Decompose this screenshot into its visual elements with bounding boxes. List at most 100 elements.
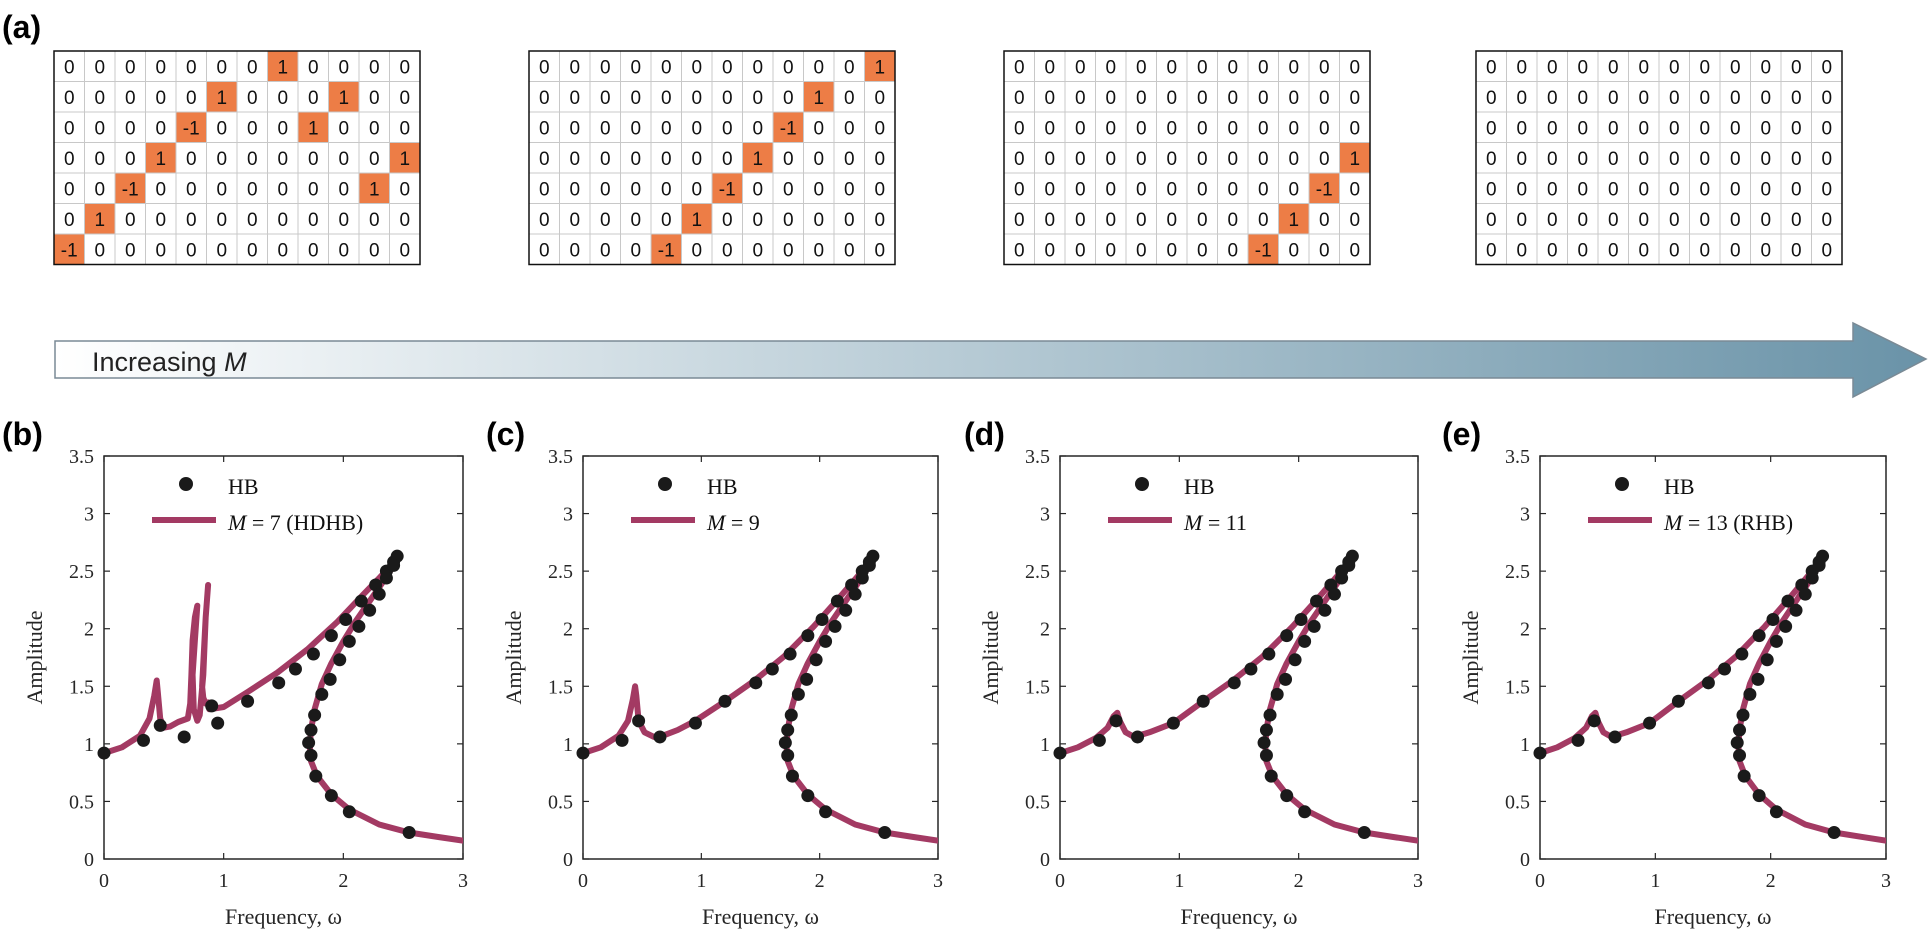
hb-point [1798, 587, 1812, 601]
hb-point [97, 746, 111, 760]
matrix-cell-value: 0 [1105, 179, 1116, 200]
hb-point [878, 826, 892, 840]
matrix-cell-value: 0 [752, 240, 763, 261]
matrix-cell-value: 0 [1197, 210, 1208, 231]
matrix-cell [1278, 172, 1310, 204]
matrix-cell-value: 0 [338, 118, 349, 139]
x-axis-label: Frequency, ω [225, 904, 342, 929]
matrix-cell-value: 0 [539, 240, 550, 261]
hb-point [576, 746, 590, 760]
legend-marker-hb [179, 477, 193, 491]
matrix-cell-value: 0 [1044, 149, 1055, 170]
matrix-cell-value: 0 [1288, 57, 1299, 78]
matrix-cell-value: 0 [844, 57, 855, 78]
matrix-cell [145, 81, 177, 113]
matrix-cell-value: 0 [1791, 57, 1802, 78]
matrix-cell-value: 0 [1516, 88, 1527, 109]
matrix-cell-value: 0 [1044, 240, 1055, 261]
matrix-cell-value: 0 [369, 118, 380, 139]
matrix-cell [1186, 81, 1218, 113]
matrix-cell [1780, 111, 1812, 143]
matrix-3: 0 0 0 0 0 0 0 0 0 0 0 00 0 0 0 0 0 0 0 0 0 0 00 0 0 0 0 0 0 0 0 0 0 00 0 0 0… [1003, 50, 1371, 266]
hb-point [1280, 789, 1294, 803]
matrix-cell [803, 203, 835, 235]
matrix-cell-value: 1 [399, 149, 410, 170]
hb-point [781, 748, 795, 762]
matrix-cell-value: 0 [1821, 179, 1832, 200]
matrix-cell-value: 0 [155, 88, 166, 109]
matrix-cell-value: 0 [125, 210, 136, 231]
hb-point [1671, 694, 1685, 708]
matrix-cell-value: 0 [1014, 240, 1025, 261]
matrix-cell-value: 0 [1227, 88, 1238, 109]
matrix-cell [53, 172, 85, 204]
hb-point [1587, 714, 1601, 728]
legend-label-line: M = 7 (HDHB) [227, 510, 363, 535]
matrix-cell-value: 0 [1669, 240, 1680, 261]
matrix-cell-value: 0 [569, 210, 580, 231]
plot-frame [103, 455, 464, 860]
matrix-cell-value: 0 [600, 179, 611, 200]
matrix-cell-value: 0 [1516, 240, 1527, 261]
matrix-cell-value: 0 [1288, 179, 1299, 200]
matrix-cell [1308, 233, 1340, 265]
matrix-cell-value: -1 [122, 179, 139, 200]
y-tick-label: 3 [1040, 504, 1050, 526]
hb-point [862, 558, 876, 572]
hb-point [342, 805, 356, 819]
matrix-cell [528, 233, 560, 265]
increasing-m-arrow: Increasing M [54, 321, 1928, 399]
matrix-cell [772, 142, 804, 174]
hb-point [653, 730, 667, 744]
matrix-cell-value: 0 [1547, 118, 1558, 139]
hb-point [688, 716, 702, 730]
hb-point [324, 789, 338, 803]
matrix-cell [175, 111, 207, 143]
matrix-cell-value: 0 [369, 240, 380, 261]
matrix-cell-value: 0 [338, 57, 349, 78]
matrix-cell [1780, 142, 1812, 174]
hb-point [1264, 769, 1278, 783]
matrix-cell-value: 0 [1075, 88, 1086, 109]
hb-point [1736, 708, 1750, 722]
y-tick-label: 3.5 [1505, 446, 1530, 468]
matrix-cell-value: 0 [1136, 118, 1147, 139]
matrix-cell [864, 233, 896, 265]
hb-point [783, 647, 797, 661]
x-tick-label: 3 [458, 870, 468, 892]
matrix-cell [206, 172, 238, 204]
matrix-cell-value: 0 [722, 210, 733, 231]
matrix-cell [1628, 233, 1660, 265]
matrix-cell-value: 0 [216, 179, 227, 200]
matrix-cell [114, 172, 146, 204]
matrix-cell-value: 0 [1699, 57, 1710, 78]
y-tick-label: 3 [84, 504, 94, 526]
matrix-cell-value: 0 [1730, 210, 1741, 231]
y-tick-label: 2.5 [69, 561, 94, 583]
matrix-cell-value: 0 [64, 210, 75, 231]
matrix-cell [1095, 142, 1127, 174]
matrix-cell-value: 0 [1197, 118, 1208, 139]
matrix-cell [1567, 172, 1599, 204]
matrix-cell [803, 142, 835, 174]
matrix-cell-value: 0 [338, 179, 349, 200]
matrix-cell [589, 81, 621, 113]
matrix-cell [1750, 81, 1782, 113]
matrix-1: 0 0 0 0 0 0 0 1 0 0 0 00 0 0 0 0 1 0 0 0 1 0 00 0 0 0 -1 0 0 0 1 0 0 00 0 0… [53, 50, 421, 266]
matrix-cell-value: 0 [125, 149, 136, 170]
matrix-cell-value: 0 [844, 210, 855, 231]
hb-point [1166, 716, 1180, 730]
matrix-cell [358, 172, 390, 204]
matrix-cell [681, 172, 713, 204]
hb-point [1298, 634, 1312, 648]
panel-label-e: (e) [1442, 416, 1481, 452]
matrix-cell-value: 0 [186, 149, 197, 170]
chart-2: 0 1 2 3 0 0.5 1 1.5 2 2.5 3 3.5 Frequency, ω Amplitud… [501, 446, 943, 929]
matrix-cell [1308, 50, 1340, 82]
matrix-cell-value: 0 [1760, 88, 1771, 109]
matrix-cell [833, 203, 865, 235]
matrix-cell-value: 0 [1821, 149, 1832, 170]
matrix-cell-value: -1 [719, 179, 736, 200]
matrix-cell [620, 81, 652, 113]
matrix-cell-value: 0 [1105, 118, 1116, 139]
